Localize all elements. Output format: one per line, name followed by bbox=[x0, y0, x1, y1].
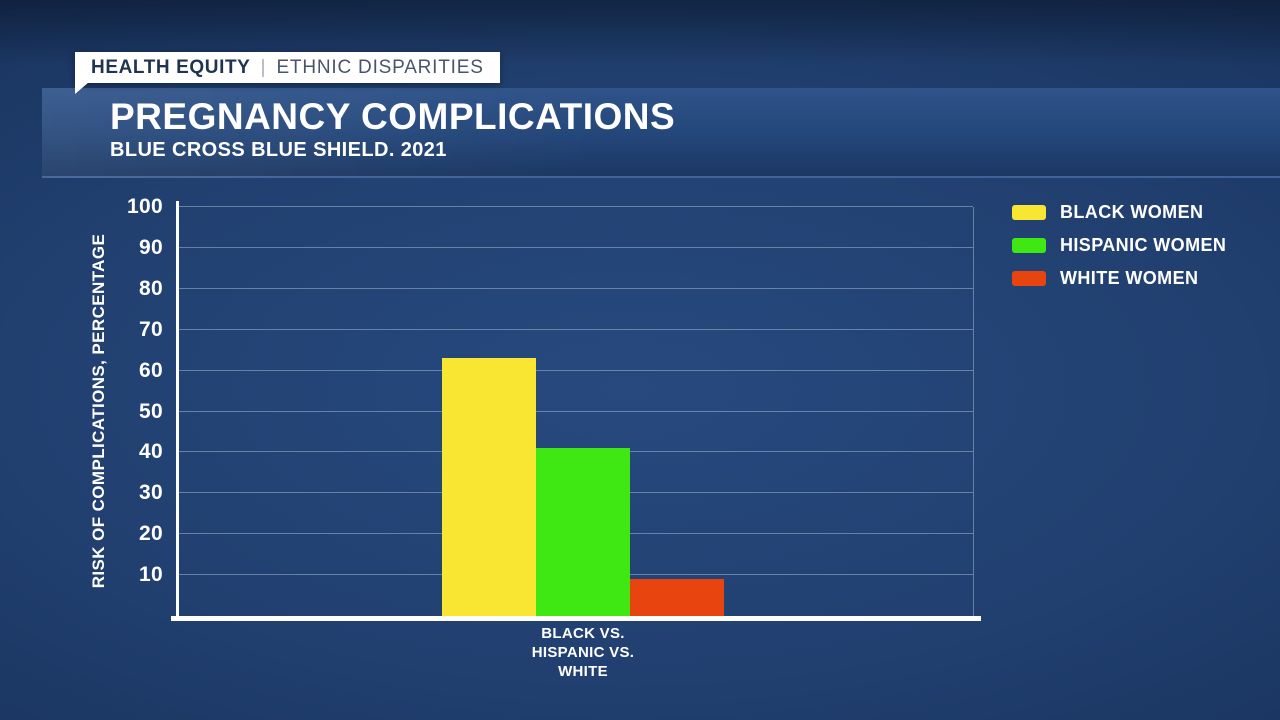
badge-separator bbox=[262, 58, 265, 77]
source-attribution: BLUE CROSS BLUE SHIELD. 2021 bbox=[110, 139, 447, 161]
gridline-50 bbox=[177, 410, 973, 412]
y-axis-line bbox=[176, 201, 179, 619]
y-tick-label-60: 60 bbox=[139, 358, 163, 382]
plot-area bbox=[177, 206, 973, 616]
legend-item-white-women: WHITE WOMEN bbox=[1012, 268, 1226, 288]
chart-header: PREGNANCY COMPLICATIONS BLUE CROSS BLUE … bbox=[110, 96, 676, 162]
y-tick-label-40: 40 bbox=[139, 440, 163, 464]
gridline-70 bbox=[177, 328, 973, 330]
legend-item-black-women: BLACK WOMEN bbox=[1012, 202, 1226, 222]
y-tick-label-80: 80 bbox=[139, 276, 163, 300]
gridline-90 bbox=[177, 246, 973, 248]
chart-legend: BLACK WOMEN HISPANIC WOMEN WHITE WOMEN bbox=[1012, 202, 1226, 301]
legend-label-white-women: WHITE WOMEN bbox=[1060, 267, 1199, 288]
legend-swatch-white-women bbox=[1012, 270, 1046, 286]
legend-swatch-hispanic-women bbox=[1012, 237, 1046, 253]
page-title: PREGNANCY COMPLICATIONS bbox=[110, 96, 676, 137]
gridline-60 bbox=[177, 369, 973, 371]
gridline-100 bbox=[177, 206, 973, 207]
bar-white-women bbox=[630, 579, 724, 616]
y-tick-label-100: 100 bbox=[127, 195, 163, 218]
legend-swatch-black-women bbox=[1012, 204, 1046, 220]
badge-tail bbox=[75, 82, 89, 94]
y-tick-label-70: 70 bbox=[139, 317, 163, 341]
x-axis-category-label: BLACK VS. HISPANIC VS. WHITE bbox=[531, 625, 635, 680]
badge-primary-label: HEALTH EQUITY bbox=[91, 56, 251, 78]
y-tick-label-20: 20 bbox=[139, 522, 163, 546]
title-band bbox=[42, 88, 1280, 178]
legend-item-hispanic-women: HISPANIC WOMEN bbox=[1012, 235, 1226, 255]
topic-badge: HEALTH EQUITY ETHNIC DISPARITIES bbox=[75, 52, 500, 83]
bar-hispanic-women bbox=[536, 448, 630, 616]
legend-label-hispanic-women: HISPANIC WOMEN bbox=[1060, 234, 1227, 255]
badge-secondary-label: ETHNIC DISPARITIES bbox=[276, 56, 484, 78]
y-tick-label-10: 10 bbox=[139, 563, 163, 587]
bar-black-women bbox=[442, 358, 536, 616]
x-axis-line bbox=[171, 616, 981, 621]
gridline-80 bbox=[177, 287, 973, 289]
y-tick-label-50: 50 bbox=[139, 399, 163, 423]
plot-right-border bbox=[973, 207, 974, 616]
legend-label-black-women: BLACK WOMEN bbox=[1060, 201, 1204, 222]
y-tick-label-90: 90 bbox=[139, 235, 163, 259]
y-tick-label-30: 30 bbox=[139, 481, 163, 505]
